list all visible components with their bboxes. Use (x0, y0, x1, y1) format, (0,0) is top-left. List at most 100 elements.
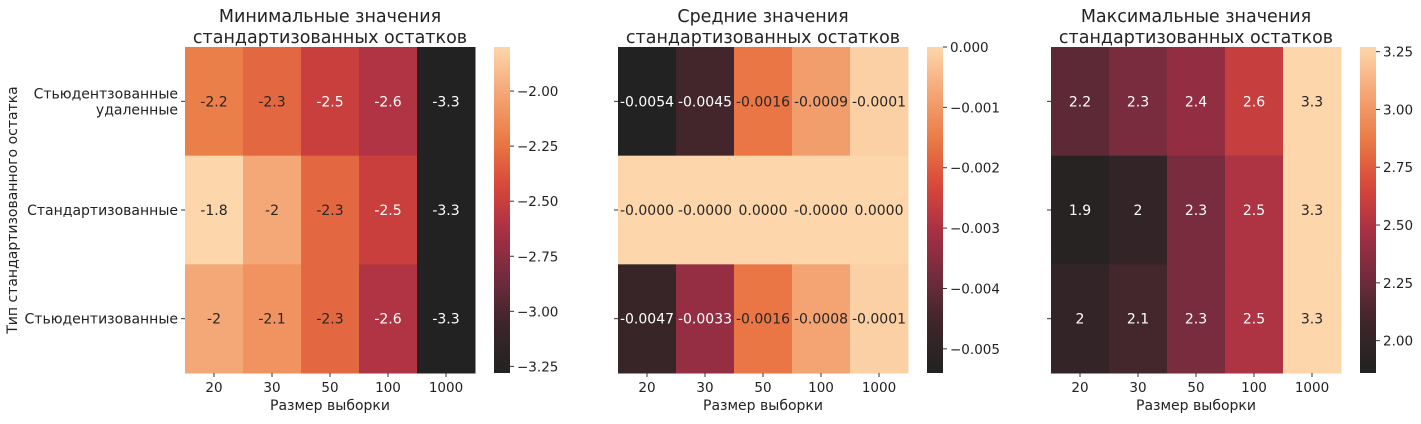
heatmap-cell (792, 264, 851, 374)
heatmap-cell (1225, 155, 1284, 265)
cell-annotation: 2.5 (1243, 203, 1265, 219)
heatmap-cell (734, 155, 793, 265)
colorbar-tick-label: −3.00 (517, 304, 558, 320)
heatmap-cell (1109, 155, 1168, 265)
cell-annotation: 2.3 (1185, 203, 1207, 219)
cell-annotation: -1.8 (200, 203, 227, 219)
heatmap-cell (676, 47, 735, 157)
cell-annotation: 2 (1134, 203, 1143, 219)
x-axis-label: Размер выборки (270, 398, 390, 414)
cell-annotation: 2.1 (1127, 312, 1149, 328)
cell-annotation: -2.5 (316, 94, 343, 110)
colorbar-tick-label: −0.004 (950, 281, 1000, 297)
chart-title-line: стандартизованных остатков (193, 28, 467, 48)
cell-annotation: -3.3 (432, 203, 459, 219)
x-axis-label: Размер выборки (703, 398, 823, 414)
y-tick-label: Стандартизованные (27, 203, 178, 219)
cell-annotation: 1.9 (1069, 203, 1091, 219)
x-tick-label: 50 (1187, 380, 1204, 396)
colorbar-tick-label: 2.25 (1383, 276, 1413, 292)
cell-annotation: 2.6 (1243, 94, 1265, 110)
y-tick-label: Стьюдентизованные (25, 312, 178, 328)
heatmap-cell (1283, 264, 1342, 374)
heatmap-cell (185, 47, 244, 157)
x-tick-label: 50 (321, 380, 338, 396)
cell-annotation: -3.3 (432, 94, 459, 110)
heatmap-cell (618, 155, 677, 265)
heatmap-cell (734, 47, 793, 157)
cell-annotation: -2 (265, 203, 279, 219)
cell-annotation: 2.4 (1185, 94, 1207, 110)
cell-annotation: -2.2 (200, 94, 227, 110)
x-tick-label: 1000 (429, 380, 463, 396)
x-tick-label: 30 (1129, 380, 1146, 396)
heatmap-cell (618, 264, 677, 374)
cell-annotation: -0.0054 (620, 94, 674, 110)
heatmap-cell (1109, 264, 1168, 374)
y-tick-label: Стьюдентзованные (34, 86, 178, 102)
heatmap-cell (301, 47, 360, 157)
cell-annotation: -0.0000 (794, 203, 848, 219)
heatmap-cell (850, 155, 909, 265)
cell-annotation: -2.6 (374, 94, 401, 110)
colorbar-tick-label: −0.005 (950, 342, 1000, 358)
x-tick-label: 1000 (862, 380, 896, 396)
cell-annotation: -0.0000 (620, 203, 674, 219)
heatmap-cell (792, 47, 851, 157)
heatmap-cell (417, 155, 476, 265)
colorbar (927, 47, 943, 373)
heatmap-cell (618, 47, 677, 157)
x-tick-label: 100 (1241, 380, 1267, 396)
heatmap-cell (185, 264, 244, 374)
cell-annotation: 2.2 (1069, 94, 1091, 110)
colorbar (1360, 47, 1376, 373)
cell-annotation: -2.3 (316, 312, 343, 328)
cell-annotation: 3.3 (1301, 312, 1323, 328)
heatmap-cell (1051, 47, 1110, 157)
heatmap-cell (1283, 155, 1342, 265)
heatmap-cell (1225, 264, 1284, 374)
colorbar-tick-label: 2.50 (1383, 218, 1413, 234)
y-axis-label: Тип стандартизованного остатка (5, 86, 21, 335)
colorbar-tick-label: 2.00 (1383, 334, 1413, 350)
heatmap-cell (243, 155, 302, 265)
heatmap-cell (1051, 264, 1110, 374)
heatmap-cell (185, 155, 244, 265)
heatmap-cell (417, 264, 476, 374)
heatmap-cell (359, 155, 418, 265)
cell-annotation: -2 (207, 312, 221, 328)
heatmap-cell (1109, 47, 1168, 157)
heatmap-cell (792, 155, 851, 265)
x-tick-label: 20 (1071, 380, 1088, 396)
cell-annotation: -0.0047 (620, 312, 674, 328)
cell-annotation: 0.0000 (739, 203, 788, 219)
x-tick-label: 20 (638, 380, 655, 396)
chart-title-line: стандартизованных остатков (1059, 28, 1333, 48)
heatmap-cell (301, 155, 360, 265)
colorbar-tick-label: 3.00 (1383, 102, 1413, 118)
colorbar-tick-label: −3.25 (517, 359, 558, 375)
cell-annotation: -2.5 (374, 203, 401, 219)
cell-annotation: -0.0016 (736, 312, 790, 328)
x-tick-label: 30 (263, 380, 280, 396)
cell-annotation: -0.0001 (852, 312, 906, 328)
heatmap-cell (1167, 264, 1226, 374)
cell-annotation: 3.3 (1301, 203, 1323, 219)
cell-annotation: 2 (1076, 312, 1085, 328)
heatmap-cell (1167, 155, 1226, 265)
heatmap-cell (301, 264, 360, 374)
heatmap-cell (243, 264, 302, 374)
colorbar-tick-label: 2.75 (1383, 160, 1413, 176)
colorbar-tick-label: 0.000 (950, 40, 989, 56)
cell-annotation: 2.3 (1127, 94, 1149, 110)
cell-annotation: -0.0001 (852, 94, 906, 110)
x-tick-label: 100 (808, 380, 834, 396)
x-tick-label: 50 (754, 380, 771, 396)
colorbar (494, 47, 510, 373)
chart-title-line: стандартизованных остатков (626, 28, 900, 48)
cell-annotation: -0.0009 (794, 94, 848, 110)
heatmap-cell (850, 47, 909, 157)
cell-annotation: 0.0000 (855, 203, 904, 219)
